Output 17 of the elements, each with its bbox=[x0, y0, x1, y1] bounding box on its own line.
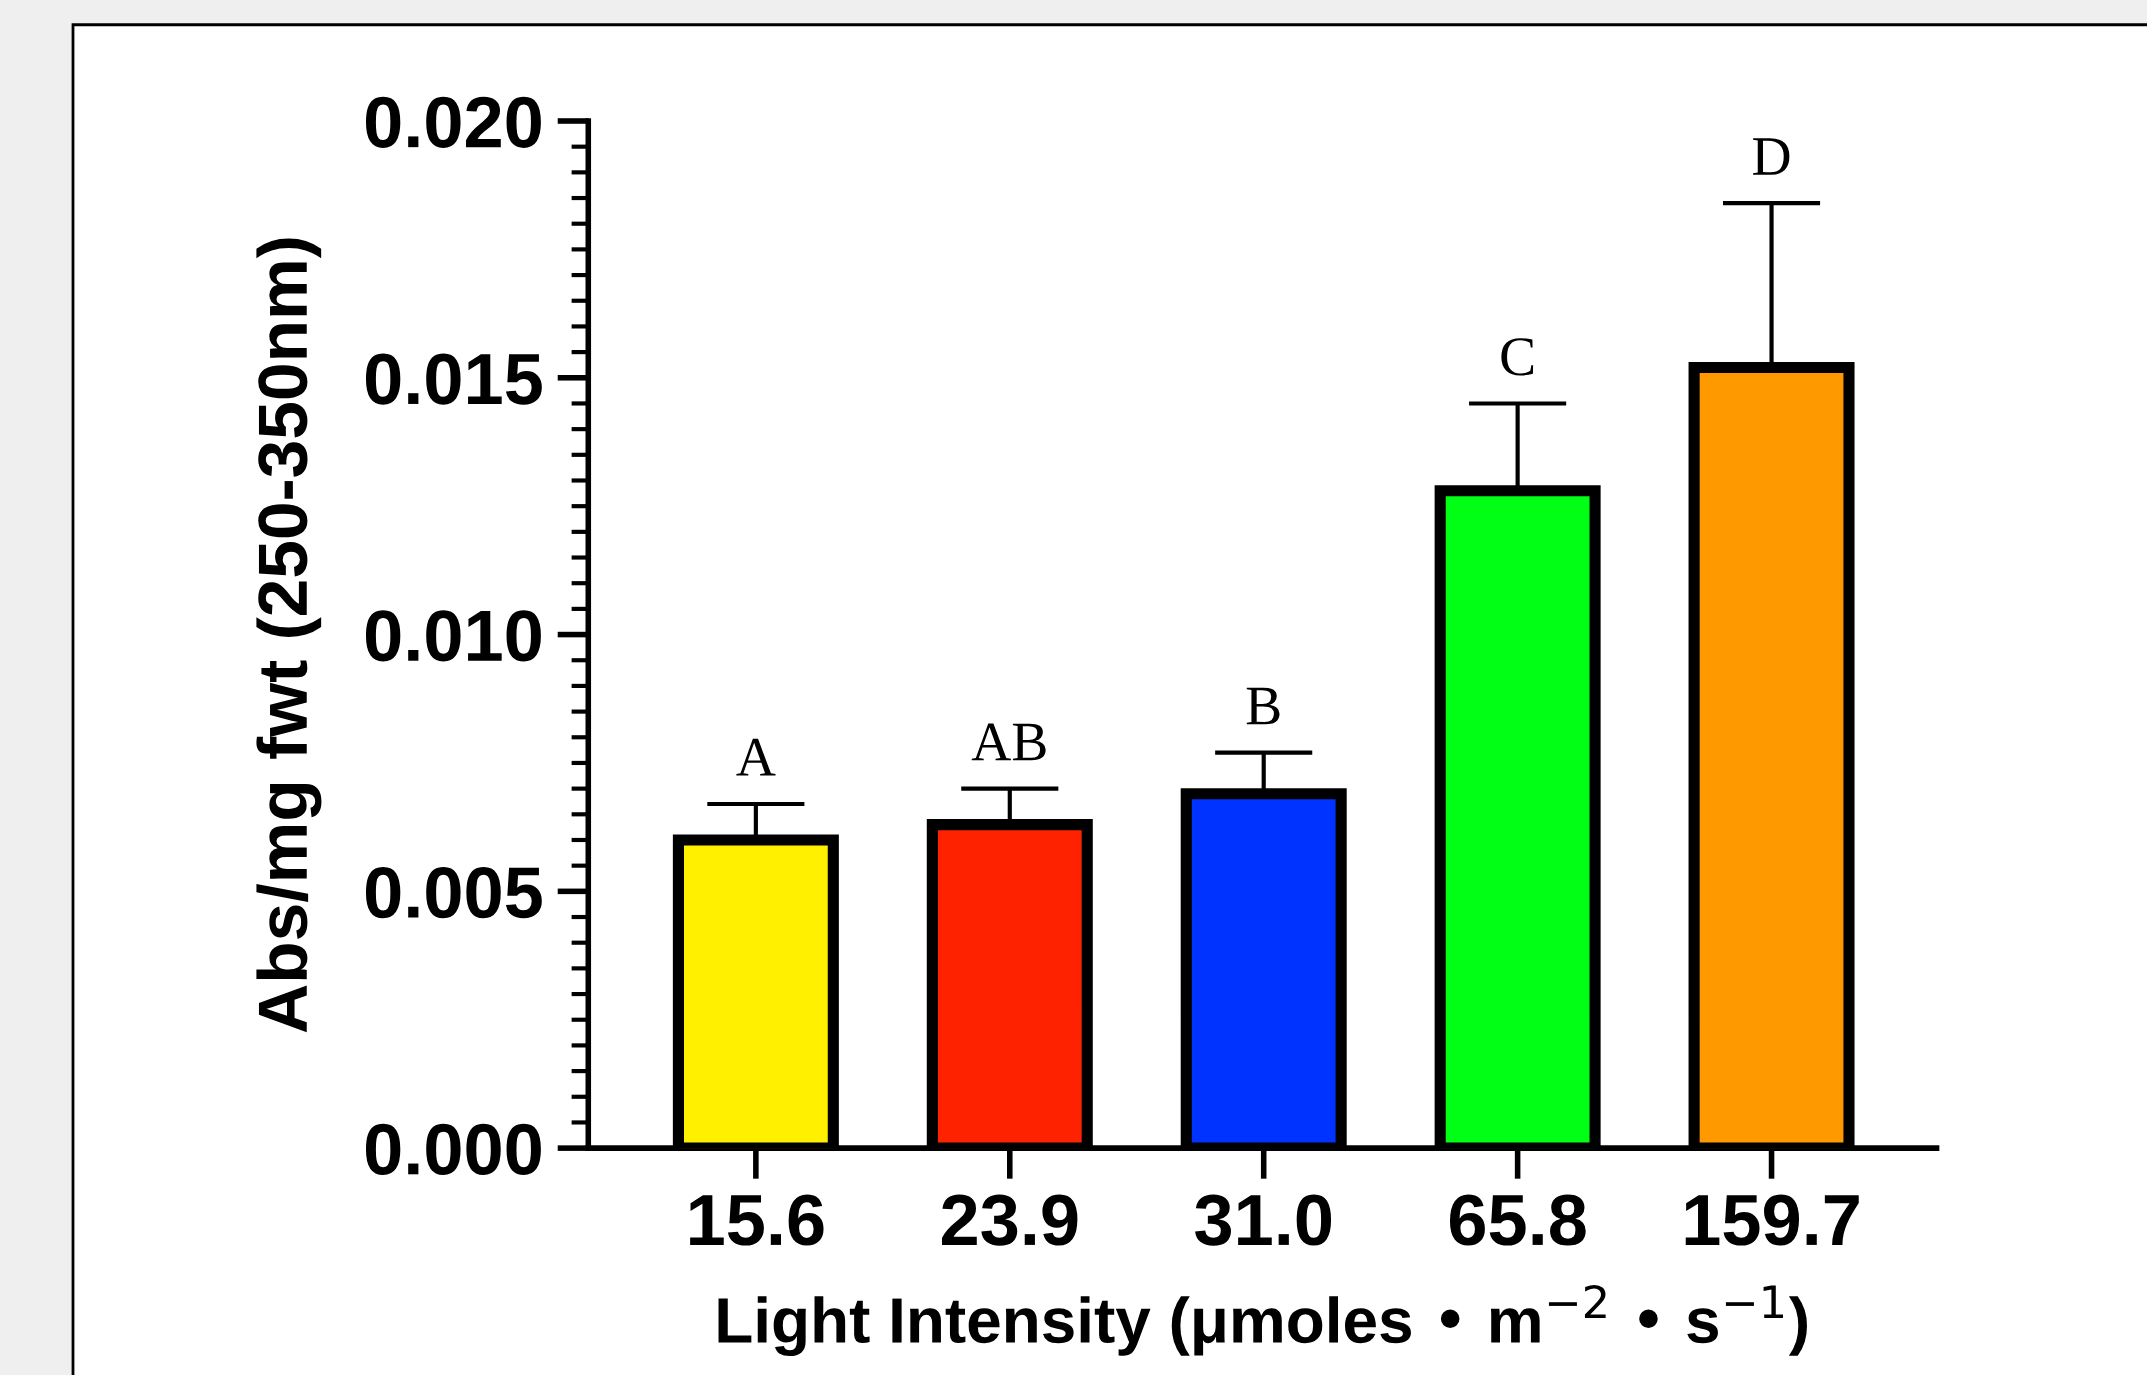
annotation: B bbox=[1246, 687, 1280, 725]
x-axis-title: Light Intensity (μmoles • m$^{−2}$ • s$^{−1}$) bbox=[718, 1284, 1807, 1357]
annotation: D bbox=[1753, 138, 1790, 175]
y-tick-label: 0.020 bbox=[365, 96, 541, 148]
y-tick-label: 0.010 bbox=[365, 610, 541, 662]
y-axis-title: Abs/mg fwt (250-350nm) bbox=[256, 238, 322, 1033]
y-tick-label: 0.015 bbox=[365, 353, 542, 405]
annotation: AB bbox=[971, 723, 1046, 761]
annotation: C bbox=[1501, 338, 1534, 376]
y-tick-label: 0.005 bbox=[365, 867, 542, 919]
x-tick-label: 159.7 bbox=[1685, 1194, 1859, 1246]
y-tick-label: 0.000 bbox=[365, 1123, 541, 1176]
x-tick-label: 15.6 bbox=[690, 1194, 824, 1246]
x-tick-label: 31.0 bbox=[1195, 1194, 1332, 1246]
x-tick-label: 23.9 bbox=[942, 1194, 1078, 1246]
annotation: A bbox=[736, 738, 776, 776]
x-tick-label: 65.8 bbox=[1449, 1194, 1586, 1246]
